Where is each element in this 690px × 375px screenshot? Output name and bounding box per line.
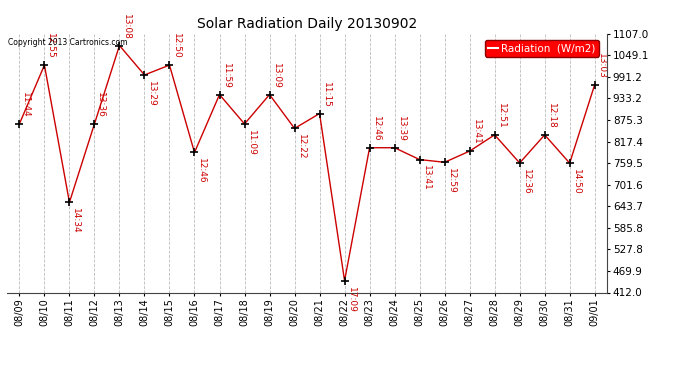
Text: 13:29: 13:29 [146, 81, 155, 106]
Text: 12:55: 12:55 [46, 33, 55, 59]
Text: 14:34: 14:34 [72, 208, 81, 234]
Text: Copyright 2013 Cartronics.com: Copyright 2013 Cartronics.com [8, 38, 128, 46]
Text: 13:09: 13:09 [272, 63, 281, 89]
Text: 14:50: 14:50 [572, 169, 581, 195]
Text: 11:44: 11:44 [21, 92, 30, 118]
Text: 12:51: 12:51 [497, 103, 506, 129]
Text: 12:46: 12:46 [372, 116, 381, 142]
Text: 11:09: 11:09 [246, 130, 255, 156]
Text: 11:59: 11:59 [221, 63, 230, 89]
Text: 13:41: 13:41 [422, 165, 431, 191]
Text: 12:50: 12:50 [172, 33, 181, 59]
Text: 12:18: 12:18 [546, 103, 555, 129]
Text: 13:41: 13:41 [472, 120, 481, 145]
Legend: Radiation  (W/m2): Radiation (W/m2) [485, 40, 599, 57]
Title: Solar Radiation Daily 20130902: Solar Radiation Daily 20130902 [197, 17, 417, 31]
Text: 12:59: 12:59 [446, 168, 455, 194]
Text: 13:08: 13:08 [121, 14, 130, 40]
Text: 13:36: 13:36 [97, 92, 106, 118]
Text: 13:39: 13:39 [397, 116, 406, 142]
Text: 17:09: 17:09 [346, 286, 355, 312]
Text: 11:15: 11:15 [322, 82, 331, 108]
Text: 13:03: 13:03 [597, 53, 606, 79]
Text: 12:46: 12:46 [197, 158, 206, 184]
Text: 12:36: 12:36 [522, 169, 531, 195]
Text: 12:22: 12:22 [297, 134, 306, 160]
